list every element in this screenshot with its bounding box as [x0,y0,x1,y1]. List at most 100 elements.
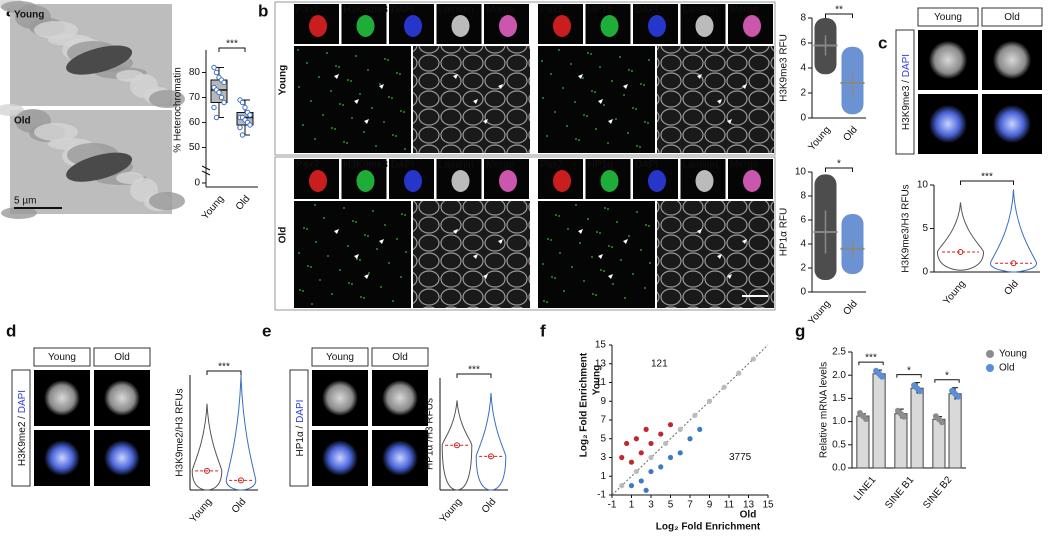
legend-label: Old [999,363,1015,374]
x-tick-label: Old [841,125,859,144]
em-texture [0,104,24,116]
fluor-dot [644,287,646,289]
arrowhead [354,99,359,104]
x-axis-label: Log₂ Fold Enrichment [656,522,761,533]
fluor-dot [352,220,354,222]
arrowhead [498,84,503,89]
arrowhead [334,74,339,79]
fluor-dot [403,111,405,113]
axis-break [201,170,211,176]
fluor-field [538,201,655,308]
stain-dapi: DAPI [295,400,306,423]
fluor-dot [315,241,317,243]
y-tick-label: 2.0 [832,370,846,381]
point [242,104,248,111]
arrowhead [598,254,603,259]
panel-letter: b [258,1,268,20]
stain-label: H3K9me3 / DAPI [901,54,912,130]
point [213,114,220,121]
y-tick-label: 0.5 [832,439,846,450]
fluor-dot [608,245,610,247]
point [247,122,253,128]
point [687,436,693,442]
fluor-dot [306,228,308,230]
y-tick-label: 11 [596,377,607,388]
cell-blob [695,15,714,37]
channel-label: DAPI [635,160,658,171]
x-tick-label: 7 [687,500,693,511]
violin [191,403,223,491]
fluor-dot [319,279,321,281]
fluor-dot [338,66,340,68]
arrowhead [354,254,359,259]
y-tick-label: 8 [800,13,806,24]
fluor-dot [582,77,584,79]
y-axis-label: Log₂ Fold Enrichment [579,352,590,457]
median-marker [204,467,210,474]
fluor-dot [404,148,406,150]
point [736,370,742,376]
bar [932,418,946,469]
fluor-dot [375,145,377,147]
fluor-dot [299,289,301,291]
fluor-dot [401,213,403,215]
arrowhead [364,274,369,279]
fluor-dot [558,215,560,217]
arrowhead [498,239,503,244]
cell-blob [695,170,714,192]
y-axis-label: Young [592,365,603,395]
y-tick-label: 4 [800,239,806,250]
column-header [371,347,429,367]
cell-blob [404,170,422,192]
row-frame [274,156,776,311]
point [619,454,625,461]
point [211,104,217,111]
fluor-dot [554,111,556,113]
em-texture [116,172,144,184]
point [237,124,243,131]
stain-label: HP1α / DAPI [295,400,306,457]
x-tick-label: 11 [724,500,735,511]
panel-letter: f [540,321,546,340]
channel-label: Merge [486,160,515,171]
fluor-dot [396,238,398,240]
point [648,440,654,447]
fluor-dot [359,259,361,261]
fluor-dot [595,294,597,296]
column-label: Old [114,352,130,363]
laminin-field [413,201,530,308]
bar [872,373,886,469]
x-tick-label: Old [234,194,252,213]
y-tick-label: 15 [595,340,607,351]
y-tick-label: 1 [600,471,606,482]
point [247,112,253,118]
fluor-dot [616,221,618,223]
fluor-dot [592,293,594,295]
em-texture [1,1,37,13]
x-tick-label: Young [806,299,832,328]
y-axis-label: HP1α /H3 RFUs [425,398,436,470]
x-tick-label: Young [941,279,967,308]
fluor-dot [551,276,553,278]
fluor-dot [594,91,596,93]
fluor-dot [310,266,312,268]
fluor-dot [599,232,601,234]
point [638,478,644,484]
fluor-dot [546,301,548,303]
fluor-dot [619,56,621,58]
violin [936,202,985,271]
cell-blob [553,170,571,192]
fluor-dot [343,207,345,209]
fluor-dot [298,86,300,88]
fluor-dot [559,252,561,254]
row-label: Young [278,65,289,95]
x-tick-label: Young [188,497,214,526]
point [213,69,220,76]
significance-label: *** [468,365,480,376]
cell-blob [743,170,761,192]
count-label: 121 [651,358,668,369]
fluor-dot [335,65,337,67]
panel-letter: e [262,321,271,340]
fluor-dot [343,141,345,143]
